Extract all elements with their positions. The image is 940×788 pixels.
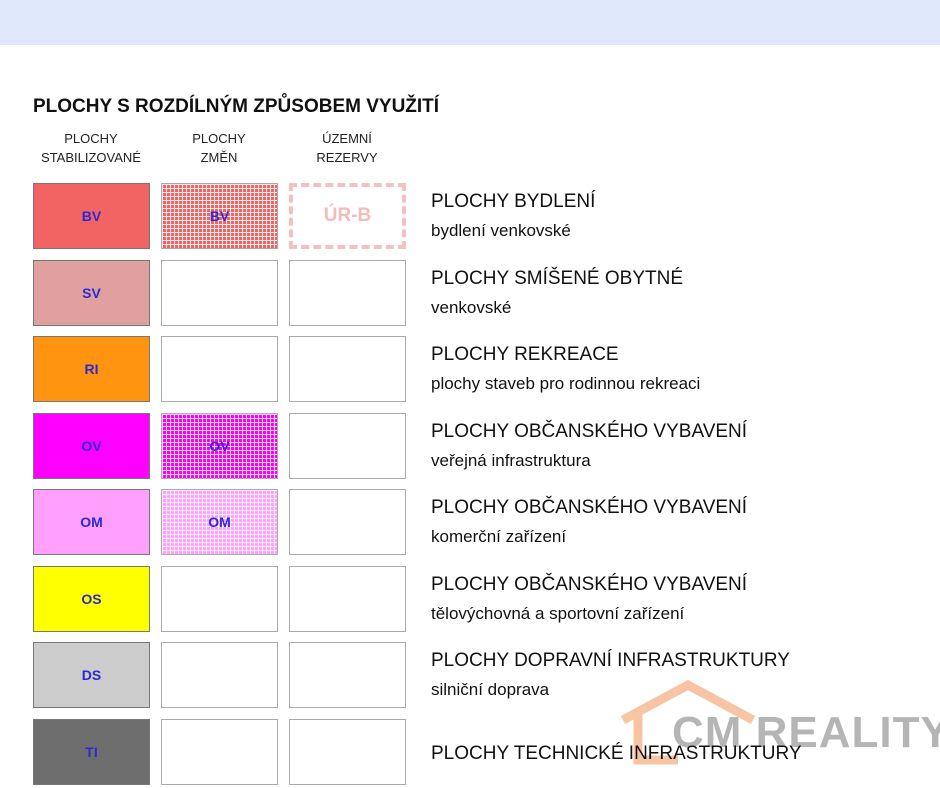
stabilized-swatch: SV [33,259,150,326]
change-swatch [161,336,278,402]
reserve-swatch [289,718,406,785]
stabilized-swatch: OS [33,565,150,632]
change-swatch [161,565,278,632]
stabilized-swatch: TI [33,718,150,785]
header-band [0,0,940,45]
column-header: STABILIZOVANÉ [41,150,141,165]
change-swatch [161,718,278,785]
stabilized-swatch: DS [33,642,150,708]
reserve-swatch [289,565,406,632]
category-title: PLOCHY BYDLENÍ [431,191,596,212]
stabilized-swatch: RI [33,336,150,402]
reserve-swatch [289,642,406,708]
reserve-swatch [289,336,406,402]
change-swatch: OM [161,489,278,555]
column-header: PLOCHY [192,131,246,146]
change-swatch: OV [161,412,278,479]
category-title: PLOCHY OBČANSKÉHO VYBAVENÍ [431,420,748,442]
change-swatch: BV [161,183,278,249]
watermark: CM REALITY [672,708,940,757]
change-swatch [161,259,278,326]
category-title: PLOCHY TECHNICKÉ INFRASTRUKTURY [431,742,802,764]
column-header: ÚZEMNÍ [322,131,372,146]
column-header: REZERVY [316,150,378,165]
category-subtitle: silniční doprava [431,680,550,699]
category-subtitle: komerční zařízení [431,527,567,546]
column-header: ZMĚN [200,150,238,165]
reserve-swatch [289,412,406,479]
reserve-swatch [289,259,406,326]
change-swatch [161,642,278,708]
category-subtitle: tělovýchovná a sportovní zařízení [431,603,685,623]
column-header: PLOCHY [64,131,118,146]
category-title: PLOCHY OBČANSKÉHO VYBAVENÍ [431,497,748,518]
stabilized-swatch: BV [33,183,150,249]
category-subtitle: bydlení venkovské [431,221,571,240]
legend-title: PLOCHY S ROZDÍLNÝM ZPŮSOBEM VYUŽITÍ [33,96,440,117]
stabilized-swatch: OM [33,489,150,555]
category-title: PLOCHY REKREACE [431,344,619,365]
category-title: PLOCHY OBČANSKÉHO VYBAVENÍ [431,573,748,595]
reserve-swatch [289,489,406,555]
stabilized-swatch: OV [33,412,150,479]
category-subtitle: plochy staveb pro rodinnou rekreaci [431,374,701,393]
category-subtitle: venkovské [431,297,512,317]
watermark-house [620,680,756,765]
reserve-swatch: ÚR-B [289,183,406,249]
category-title: PLOCHY SMÍŠENÉ OBYTNÉ [431,267,683,289]
category-subtitle: veřejná infrastruktura [431,450,591,470]
category-title: PLOCHY DOPRAVNÍ INFRASTRUKTURY [431,650,790,671]
